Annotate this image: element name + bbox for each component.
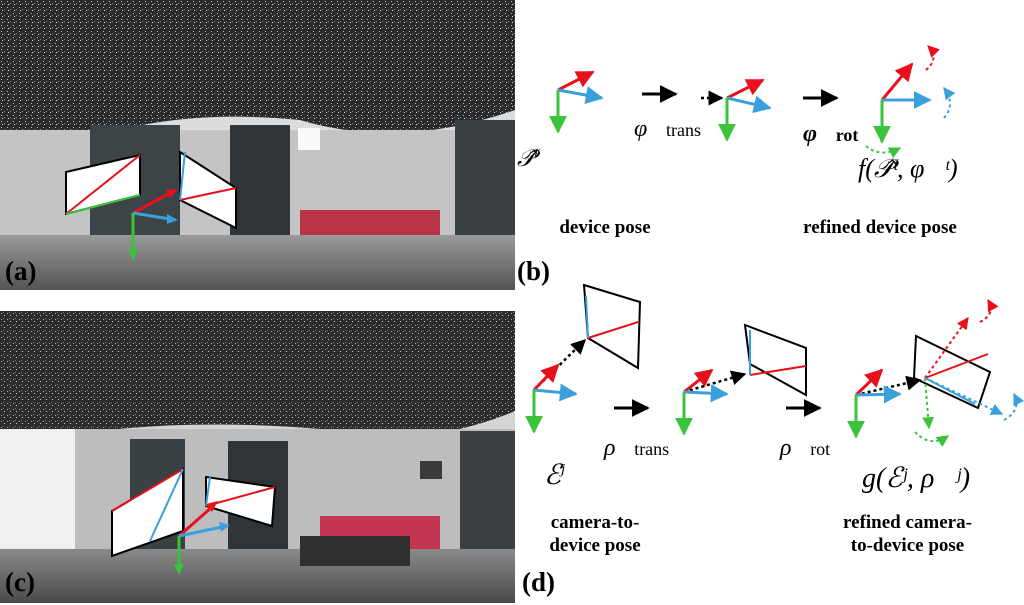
trans-symbol-d: ρ⃗trans [604,435,670,461]
frame-d-refined [847,298,1024,447]
refined-symbol-b: f(𝒫̂ᵗ, φ⃗ᵗ) [858,154,958,183]
panel-label-d: (d) [522,567,555,597]
frame-b-refined [865,45,956,159]
pose-symbol-b: 𝒫̂t [517,145,539,172]
pose-symbol-d: ℰj [544,460,566,491]
trans-symbol-b: φ⃗trans [634,116,701,142]
refined-symbol-d: g(ℰʲ, ρ⃗ʲ) [862,463,971,494]
frame-b-translated [701,78,772,142]
frame-d-translated [675,323,807,436]
frame-b-initial [549,70,604,134]
rot-symbol-d: ρ⃗rot [780,435,831,461]
frame-d-initial [525,283,642,434]
caption-device-pose: device pose [559,217,651,238]
caption-camera-to-device-pose: camera-to-device pose [549,512,641,556]
panel-label-c: (c) [5,567,35,597]
rot-symbol-b: φ⃗rot [803,121,859,147]
caption-refined-camera-to-device-pose: refined camera-to-device pose [843,512,972,556]
panel-label-a: (a) [5,256,37,286]
panel-label-b: (b) [517,256,550,286]
point-cloud-image-c [0,311,515,603]
point-cloud-image-a [0,0,515,290]
caption-refined-device-pose: refined device pose [803,217,957,238]
